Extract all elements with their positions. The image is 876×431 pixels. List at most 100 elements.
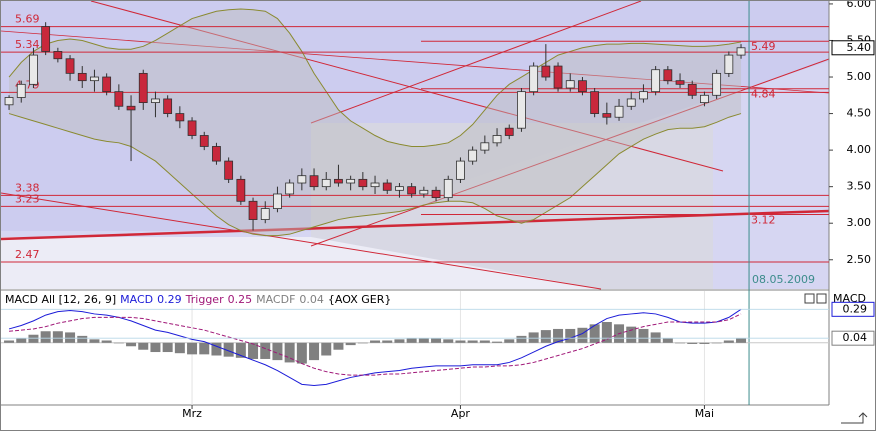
- histogram-bar: [357, 342, 368, 344]
- x-tick-label: Mai: [695, 407, 714, 420]
- histogram-bar: [187, 342, 198, 355]
- trend-line: [310, 58, 830, 247]
- histogram-bar: [113, 342, 124, 344]
- value-box: [831, 301, 875, 317]
- support-line: [1, 209, 830, 241]
- histogram-bar: [553, 328, 564, 343]
- histogram-bar: [77, 335, 88, 343]
- candle-body: [480, 142, 490, 151]
- histogram-bar: [89, 339, 100, 343]
- candle-body: [492, 135, 502, 144]
- candle-body: [443, 178, 453, 199]
- legend-value: 0.29: [157, 293, 182, 306]
- candle-body: [90, 76, 99, 82]
- histogram-bar: [394, 339, 405, 343]
- candle-body: [663, 69, 673, 82]
- histogram-bar: [723, 340, 734, 343]
- candle-body: [346, 178, 356, 184]
- histogram-bar: [528, 332, 539, 343]
- histogram-bar: [406, 338, 417, 343]
- trend-line: [1, 192, 602, 290]
- candle-body: [138, 72, 148, 104]
- histogram-bar: [601, 322, 612, 343]
- histogram-bar: [296, 342, 307, 364]
- histogram-bar: [126, 342, 137, 347]
- histogram-bar: [4, 340, 15, 343]
- candle-body: [126, 105, 136, 111]
- histogram-bar: [565, 328, 576, 343]
- histogram-bar: [199, 342, 210, 355]
- candle-body: [321, 178, 331, 188]
- candle-body: [382, 182, 392, 191]
- candle-body: [212, 146, 221, 162]
- candle-body: [187, 120, 197, 136]
- value-label: 0.04: [843, 331, 868, 344]
- candle-body: [541, 65, 551, 78]
- histogram-bar: [272, 342, 283, 361]
- histogram-bar: [577, 327, 588, 343]
- candle-body: [565, 80, 575, 89]
- histogram-bar: [418, 338, 429, 343]
- level-label: 5.34: [15, 38, 40, 51]
- y-tick-label: 6.00: [847, 1, 872, 10]
- legend-value: 0.25: [227, 293, 253, 306]
- panel-button[interactable]: [816, 293, 827, 304]
- candle-body: [309, 175, 319, 188]
- candle-body: [639, 91, 648, 100]
- candle-body: [724, 54, 734, 74]
- level-label: 5.69: [15, 13, 40, 26]
- value-box: [831, 330, 875, 346]
- candle-body: [529, 65, 539, 93]
- candle-body: [370, 182, 380, 188]
- candle-body: [334, 178, 343, 184]
- histogram-bar: [321, 342, 332, 356]
- candle-body: [224, 160, 234, 180]
- candle-body: [468, 149, 478, 162]
- candle-body: [65, 58, 75, 74]
- histogram-bar: [235, 342, 246, 358]
- candle-body: [236, 178, 246, 202]
- histogram-bar: [370, 340, 381, 343]
- legend-name: MACD: [120, 293, 154, 306]
- histogram-bar: [248, 342, 259, 359]
- candle-body: [29, 54, 38, 85]
- candle-body: [578, 80, 587, 93]
- candle-body: [41, 26, 51, 52]
- histogram-bar: [675, 342, 686, 344]
- histogram-bar: [40, 331, 51, 343]
- candle-body: [431, 189, 441, 199]
- candle-body: [407, 186, 417, 195]
- candle-body: [712, 72, 722, 96]
- value-label: 0.29: [843, 302, 868, 315]
- candle-body: [456, 160, 465, 180]
- trend-line: [90, 1, 724, 172]
- legend-name: MACDF: [256, 293, 296, 306]
- y-tick-label: 3.50: [847, 180, 872, 193]
- histogram-bar: [174, 342, 185, 354]
- candle-body: [53, 51, 63, 60]
- histogram-bar: [16, 338, 27, 343]
- candle-body: [285, 182, 295, 195]
- histogram-bar: [516, 335, 527, 343]
- date-label: 08.05.2009: [752, 273, 815, 286]
- scroll-icon[interactable]: [841, 412, 868, 424]
- histogram-bar: [662, 338, 673, 343]
- price-marker-box: [831, 40, 875, 56]
- candle-body: [602, 113, 612, 118]
- histogram-bar: [211, 342, 222, 356]
- histogram-bar: [504, 339, 515, 343]
- histogram-bar: [138, 342, 149, 350]
- candle-body: [736, 47, 746, 56]
- histogram-bar: [431, 338, 442, 343]
- histogram-bar: [687, 342, 698, 344]
- price-marker-label: 5.40: [847, 41, 872, 54]
- legend-name: Trigger: [185, 293, 224, 306]
- band-line: [8, 8, 742, 147]
- candle-body: [102, 76, 112, 93]
- histogram-bar: [492, 341, 503, 343]
- macd-header: MACD All [12, 26, 9] MACD 0.29 Trigger 0.25 M…: [5, 293, 395, 306]
- histogram-bar: [638, 328, 649, 343]
- panel-button[interactable]: [804, 293, 815, 304]
- macd-source: {AOX GER}: [327, 293, 392, 306]
- candle-body: [199, 135, 209, 147]
